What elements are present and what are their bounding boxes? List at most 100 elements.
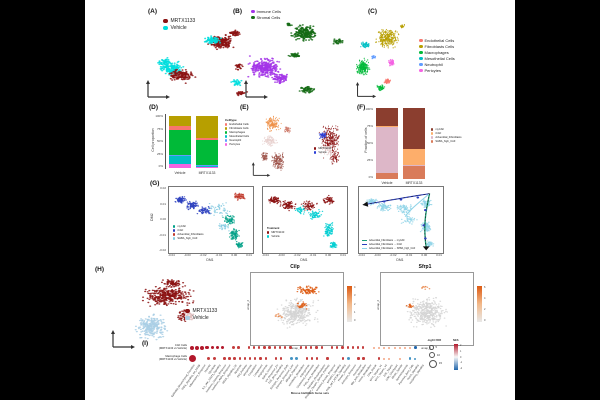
legend-swatch bbox=[163, 18, 168, 24]
dotplot-dot bbox=[316, 357, 319, 360]
bar-segment bbox=[196, 165, 218, 167]
panel-f-legend: myCAF iCAF Adventitial_Fibroblasts SHBA_hig… bbox=[431, 128, 462, 143]
bar-segment bbox=[169, 116, 191, 127]
legend-swatch bbox=[225, 143, 228, 146]
legend-swatch bbox=[314, 147, 317, 150]
umap-axis-arrows-b bbox=[244, 80, 268, 99]
legend-item: Macrophages bbox=[225, 131, 249, 134]
legend-item: Immune Cells bbox=[251, 9, 281, 14]
gene-label-slot: Hedgehog_Signaling bbox=[409, 364, 425, 394]
bar-segment bbox=[196, 140, 218, 166]
dot-slot bbox=[258, 354, 263, 363]
dot-slot bbox=[345, 343, 350, 352]
dot-slot bbox=[397, 354, 402, 363]
tick-label: 50% bbox=[156, 139, 163, 143]
nes-legend-title: NES bbox=[453, 339, 459, 342]
bar-segment bbox=[403, 108, 425, 150]
feature2-ylabel: umap_2 bbox=[376, 299, 380, 310]
dot-slot bbox=[272, 343, 277, 352]
tick-label: 0.00 bbox=[160, 217, 166, 221]
legend-swatch bbox=[419, 68, 423, 73]
dotplot-dot bbox=[357, 357, 360, 360]
dotplot-xlabel: Mouse Hallmark Gene sets bbox=[290, 391, 330, 395]
legend-item: Adventitial_Fibroblasts → SHBA_high_CAF bbox=[362, 247, 415, 250]
tick-label: 0 bbox=[484, 319, 486, 322]
legend-item: Neutrophil bbox=[419, 62, 455, 67]
dotplot-dot bbox=[346, 346, 349, 349]
dotplot-dot bbox=[231, 346, 235, 349]
tick-label: 75% bbox=[156, 126, 163, 131]
panel-b-legend: Immune Cells Stromal Cells bbox=[251, 9, 281, 20]
legend-swatch bbox=[419, 50, 423, 55]
dot-slot bbox=[289, 354, 294, 363]
dot-slot bbox=[309, 343, 314, 352]
legend-item: myCAF bbox=[431, 128, 462, 131]
feature2-colorbar bbox=[477, 286, 482, 322]
tick-label: 1 bbox=[354, 310, 356, 314]
legend-swatch bbox=[419, 44, 423, 49]
tick-label: 0.00 bbox=[421, 253, 428, 257]
tick-label: -0.02 bbox=[293, 253, 301, 257]
panel-d-bar-vehicle bbox=[169, 116, 191, 168]
panel-d-yaxis bbox=[165, 114, 166, 169]
dotplot-dot bbox=[403, 346, 406, 349]
dot-slot bbox=[279, 354, 284, 363]
dotplot-dot bbox=[212, 357, 216, 360]
dot-slot bbox=[194, 343, 199, 352]
dot-slot bbox=[273, 354, 278, 363]
dotplot-dot bbox=[388, 346, 391, 349]
panel-d-label: (D) bbox=[149, 104, 159, 111]
dotplot-dot bbox=[238, 357, 242, 360]
legend-swatch bbox=[251, 9, 255, 14]
tick-label: -0.03 bbox=[183, 253, 191, 257]
panel-h-label: (H) bbox=[95, 266, 105, 273]
dotplot-dot bbox=[268, 346, 271, 349]
dot-slot bbox=[387, 343, 392, 352]
bar-segment bbox=[376, 173, 398, 179]
panel-f-xcat-vehicle: Vehicle bbox=[381, 181, 393, 185]
tick-label: 25% bbox=[156, 151, 163, 156]
tick-label: -0.01 bbox=[215, 253, 223, 257]
tick-label: 0.01 bbox=[246, 253, 252, 257]
dotplot-dot bbox=[194, 345, 199, 350]
dotplot-dot bbox=[393, 346, 396, 349]
feature2-title: Sfrp1 bbox=[418, 264, 432, 270]
feature1-box bbox=[250, 272, 344, 346]
dotplot-dot bbox=[315, 346, 318, 349]
dotplot-dot bbox=[254, 357, 257, 360]
legend-item: MRTX1133 bbox=[314, 147, 331, 150]
tick-label: 0.00 bbox=[231, 253, 238, 257]
fdr-legend: 5 10 15 bbox=[429, 344, 442, 368]
dotplot-dot bbox=[233, 357, 236, 360]
dotplot-dot bbox=[289, 357, 293, 360]
dotplot-dot bbox=[263, 346, 266, 349]
dot-slot bbox=[257, 343, 262, 352]
dot-slot bbox=[350, 343, 355, 352]
dotplot-dot bbox=[408, 357, 412, 360]
tick-label: 100% bbox=[155, 114, 163, 118]
legend-item: Fibroblasts Cells bbox=[419, 44, 455, 49]
legend-item: Pericytes bbox=[225, 143, 249, 146]
dotplot-dot bbox=[398, 357, 401, 360]
dot-slot bbox=[356, 354, 361, 363]
dotplot-gene-labels: Epithelial_Mesenchymal_Transition TNFA_Si… bbox=[171, 364, 425, 399]
umap-e-caf-subtypes bbox=[248, 108, 303, 180]
dot-slot bbox=[294, 354, 299, 363]
legend-swatch bbox=[267, 235, 270, 238]
dot-slot bbox=[298, 343, 303, 352]
legend-item: Stromal Cells bbox=[251, 15, 281, 20]
dotplot-dot bbox=[326, 357, 329, 360]
dotplot-dot bbox=[299, 346, 302, 349]
dotplot-dot bbox=[409, 346, 412, 349]
dotplot-dot bbox=[336, 346, 339, 349]
nes-colorbar-ticks: 2 1 0 -1 -2 bbox=[460, 344, 466, 370]
tick-label: 100% bbox=[365, 107, 373, 111]
legend-swatch bbox=[267, 231, 270, 234]
umap-b-immune-stromal bbox=[235, 14, 355, 100]
g-plot1-yticks: 0.02 0.01 0.00 -0.01 -0.02 bbox=[157, 186, 166, 252]
bar-segment bbox=[376, 127, 398, 174]
dotplot-dot bbox=[341, 346, 344, 349]
g-plot3-scatter bbox=[359, 187, 443, 253]
legend-swatch bbox=[362, 239, 367, 242]
